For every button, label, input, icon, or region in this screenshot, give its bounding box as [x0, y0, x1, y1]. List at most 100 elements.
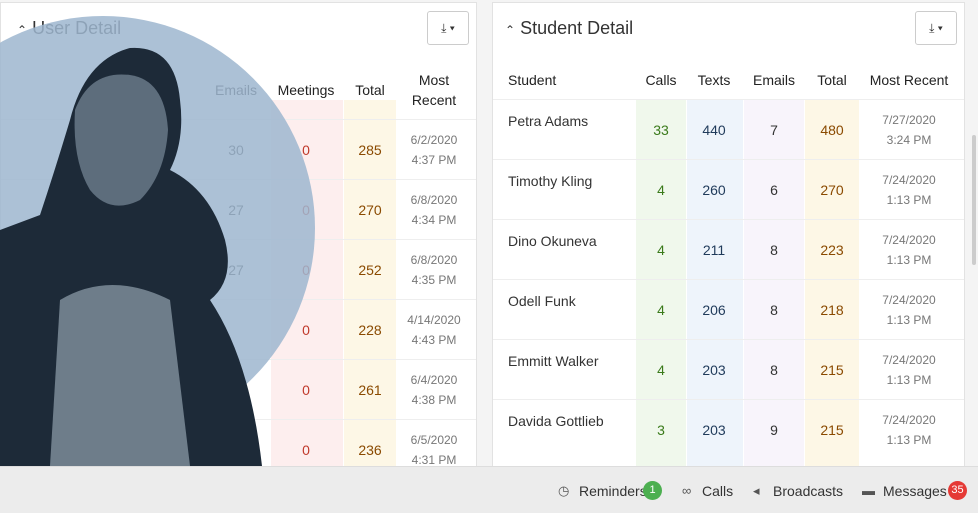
cell-total: 252: [358, 262, 382, 278]
row-divider: [493, 339, 964, 340]
column-header: Calls: [645, 72, 677, 88]
row-divider: [493, 99, 964, 100]
cell-value: 4: [657, 242, 665, 258]
cell-value: 480: [820, 122, 844, 138]
cell-time: 1:13 PM: [886, 193, 932, 207]
footer-item[interactable]: Reminders: [579, 483, 647, 499]
cell-value: 33: [653, 122, 669, 138]
person-face: [74, 74, 168, 206]
cell-value: 8: [770, 242, 778, 258]
cell-time: 4:31 PM: [411, 453, 457, 467]
column-header: Most Recent: [869, 72, 949, 88]
cell-value: 6: [770, 182, 778, 198]
column-header: Emails: [752, 72, 795, 88]
cell-value: 270: [820, 182, 844, 198]
cell-value: 4: [657, 182, 665, 198]
cell-value: 4: [657, 362, 665, 378]
student-name[interactable]: Dino Okuneva: [508, 233, 597, 249]
column-header: Meetings: [277, 82, 335, 98]
panel-title: ⌃ Student Detail: [505, 18, 634, 38]
cell-time: 4:37 PM: [411, 153, 457, 167]
download-button[interactable]: ⤓ ▾: [915, 11, 957, 45]
column-header: Student: [508, 72, 557, 88]
cell-time: 3:24 PM: [886, 133, 932, 147]
cell-total: 228: [358, 322, 382, 338]
cell-value: 215: [820, 422, 844, 438]
footer-badge: 1: [643, 481, 662, 500]
cell-date: 4/14/2020: [407, 313, 461, 327]
column-header: Total: [355, 82, 385, 98]
cell-value: 215: [820, 362, 844, 378]
cell-time: 4:34 PM: [411, 213, 457, 227]
cell-time: 4:38 PM: [411, 393, 457, 407]
total-column-bg: [344, 100, 396, 466]
student-name[interactable]: Emmitt Walker: [508, 353, 599, 369]
cell-value: 206: [702, 302, 726, 318]
column-header: Most Recent: [411, 72, 457, 108]
cell-date: 6/5/2020: [410, 433, 458, 447]
cell-date: 6/8/2020: [410, 253, 458, 267]
column-header: Total: [817, 72, 847, 88]
footer-icon: ▬: [862, 483, 875, 498]
cell-value: 8: [770, 302, 778, 318]
footer-icon: ∞: [682, 483, 692, 498]
cell-value: 223: [820, 242, 844, 258]
cell-meetings: 0: [302, 322, 310, 338]
cell-meetings: 0: [302, 442, 310, 458]
footer-item[interactable]: Broadcasts: [773, 483, 844, 499]
student-detail-panel: ⌃ Student Detail ⤓ ▾ Student Calls Texts Em…: [492, 2, 965, 467]
emails-column-bg: [744, 100, 804, 466]
student-name[interactable]: Timothy Kling: [508, 173, 593, 189]
footer-icon: ◂: [753, 483, 760, 498]
row-divider: [493, 399, 964, 400]
student-name[interactable]: Davida Gottlieb: [508, 413, 604, 429]
cell-value: 7: [770, 122, 778, 138]
cell-total: 236: [358, 442, 382, 458]
person-shirt: [50, 285, 190, 466]
cell-value: 211: [702, 242, 726, 258]
cell-time: 1:13 PM: [886, 373, 932, 387]
footer-item[interactable]: Messages: [883, 483, 947, 499]
footer-badge: 35: [948, 481, 967, 500]
cell-value: 218: [820, 302, 844, 318]
row-divider: [493, 219, 964, 220]
student-name[interactable]: Odell Funk: [508, 293, 576, 309]
cell-date: 6/8/2020: [410, 193, 458, 207]
cell-time: 4:43 PM: [411, 333, 457, 347]
footer-icon: ◷: [558, 483, 570, 498]
calls-column-bg: [636, 100, 686, 466]
cell-total: 285: [358, 142, 382, 158]
cell-date: 6/4/2020: [410, 373, 458, 387]
cell-value: 4: [657, 302, 665, 318]
cell-value: 203: [702, 422, 726, 438]
footer-bar: ◷ Reminders 1 ∞ Calls ◂ Broadcasts ▬ Messages 35: [0, 466, 978, 513]
row-divider: [493, 159, 964, 160]
cell-total: 261: [358, 382, 382, 398]
cell-value: 260: [702, 182, 726, 198]
cell-date: 6/2/2020: [410, 133, 458, 147]
title-text: Student Detail: [520, 18, 634, 38]
total-column-bg: [805, 100, 859, 466]
student-name[interactable]: Petra Adams: [508, 113, 589, 129]
cell-date: 7/24/2020: [882, 353, 936, 367]
cell-value: 3: [657, 422, 665, 438]
cell-total: 270: [358, 202, 382, 218]
cell-date: 7/24/2020: [882, 413, 936, 427]
scrollbar[interactable]: [972, 135, 976, 265]
cell-time: 1:13 PM: [886, 433, 932, 447]
cell-time: 1:13 PM: [886, 253, 932, 267]
cell-date: 7/24/2020: [882, 173, 936, 187]
texts-column-bg: [687, 100, 743, 466]
footer-item[interactable]: Calls: [702, 483, 734, 499]
cell-date: 7/27/2020: [882, 113, 936, 127]
cell-time: 1:13 PM: [886, 313, 932, 327]
cell-date: 7/24/2020: [882, 293, 936, 307]
download-button[interactable]: ⤓ ▾: [427, 11, 469, 45]
cell-value: 8: [770, 362, 778, 378]
photo-overlay: [0, 16, 315, 466]
row-divider: [493, 279, 964, 280]
cell-time: 4:35 PM: [411, 273, 457, 287]
cell-meetings: 0: [302, 142, 310, 158]
cell-meetings: 0: [302, 382, 310, 398]
